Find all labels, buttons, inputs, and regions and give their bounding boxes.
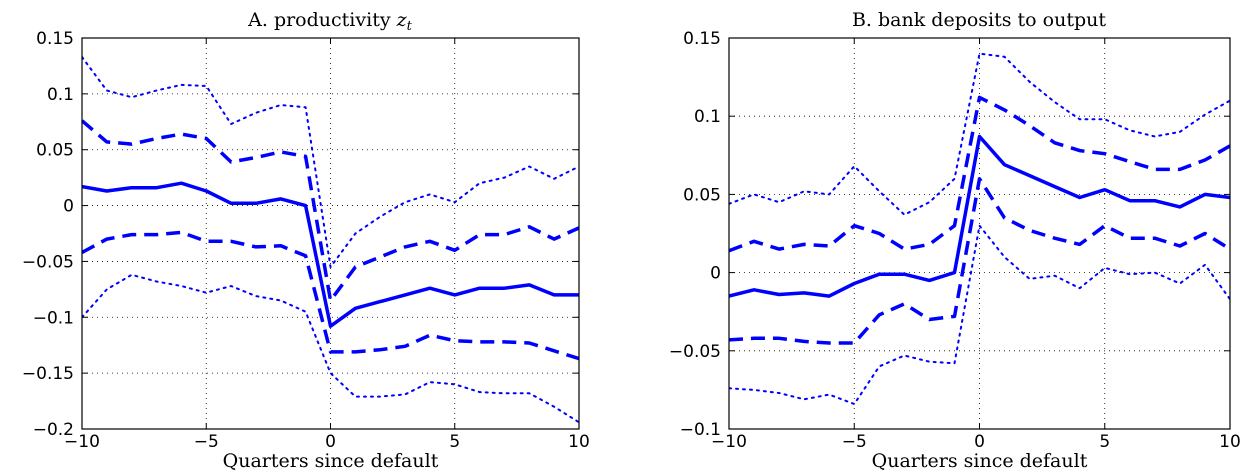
series-line-dotted-3 bbox=[729, 52, 1230, 216]
y-tick-label: 0 bbox=[63, 197, 74, 217]
panel-b: −10 −5 0 5 10 −0.1 −0.05 0 0.05 0.1 0.15 B. bank de… bbox=[669, 9, 1241, 472]
y-tick-label: 0.05 bbox=[36, 141, 74, 161]
chart-title-subscript: t bbox=[407, 19, 413, 34]
series-line-dotted-4 bbox=[729, 224, 1230, 405]
chart-title-text: A. productivity bbox=[247, 9, 396, 31]
y-tick-label: 0.05 bbox=[683, 185, 721, 205]
y-tick-label: 0.15 bbox=[36, 29, 74, 49]
x-axis-label: Quarters since default bbox=[872, 450, 1088, 472]
series-line-solid-0 bbox=[82, 181, 579, 328]
x-tick-label: 5 bbox=[449, 432, 460, 452]
series-line-dashed-1 bbox=[82, 119, 579, 303]
x-tick-label: 0 bbox=[974, 432, 985, 452]
y-tick-label: −0.15 bbox=[22, 364, 74, 384]
y-tick-label: 0.1 bbox=[47, 85, 74, 105]
chart-title-text: B. bank deposits to output bbox=[852, 9, 1106, 31]
x-tick-label: −10 bbox=[64, 432, 100, 452]
series-line-solid-0 bbox=[729, 134, 1230, 298]
x-tick-label: −5 bbox=[194, 432, 219, 452]
x-tick-label: −10 bbox=[711, 432, 747, 452]
y-tick-label: 0.1 bbox=[694, 107, 721, 127]
y-tick-label: 0 bbox=[710, 264, 721, 284]
x-tick-label: −5 bbox=[842, 432, 867, 452]
chart-title: B. bank deposits to output bbox=[852, 9, 1106, 31]
series-line-dashed-2 bbox=[82, 230, 579, 361]
series-line-dashed-1 bbox=[729, 95, 1230, 253]
y-tick-label: 0.15 bbox=[683, 29, 721, 49]
x-axis-label: Quarters since default bbox=[223, 450, 439, 472]
series-line-dotted-3 bbox=[82, 56, 579, 268]
y-tick-label: −0.2 bbox=[33, 420, 74, 440]
y-tick-label: −0.1 bbox=[33, 308, 74, 328]
series-line-dashed-2 bbox=[729, 177, 1230, 345]
x-tick-label: 10 bbox=[568, 432, 590, 452]
x-tick-label: 0 bbox=[325, 432, 336, 452]
x-tick-label: 5 bbox=[1099, 432, 1110, 452]
chart-title-variable: z bbox=[396, 9, 408, 31]
y-tick-label: −0.05 bbox=[669, 342, 721, 362]
y-tick-label: −0.1 bbox=[680, 420, 721, 440]
x-tick-label: 10 bbox=[1219, 432, 1241, 452]
series-line-dotted-4 bbox=[82, 273, 579, 424]
y-tick-label: −0.05 bbox=[22, 252, 74, 272]
panel-a: −10 −5 0 5 10 −0.2 −0.15 −0.1 −0.05 0 0.05 0.1 0.15 A… bbox=[22, 9, 590, 472]
chart-title: A. productivity zt bbox=[247, 9, 412, 34]
